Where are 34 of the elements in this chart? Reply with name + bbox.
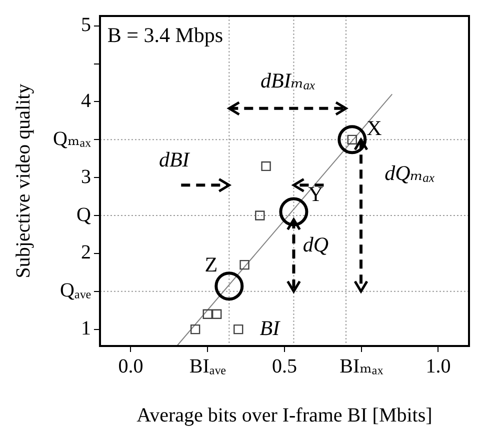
annotation: dBIₘₐₓ [260,68,316,93]
point [261,161,271,172]
point [338,125,367,154]
x-tick-label: 0.0 [118,355,144,378]
x-tick-label: 0.5 [272,355,297,378]
annotation: dBI [158,148,190,172]
point [214,272,244,301]
annotation: BI [260,316,281,340]
x-tick-label: 1.0 [426,355,451,378]
y-tick-label: 5 [80,14,91,36]
x-axis-title: Average bits over I-frame BI [Mbits] [136,404,432,426]
point [202,309,212,319]
annotation: Y [308,182,324,206]
annotation: dQ [302,232,329,256]
point [234,324,244,334]
y-tick-label: Qₘₐₓ [52,128,92,150]
point [240,260,250,270]
annotation: B = 3.4 Mbps [107,22,224,47]
y-tick-label: 4 [80,90,91,112]
y-axis-title: Subjective video quality [12,84,34,278]
annotation: Z [204,252,218,277]
annotation: X [366,116,382,140]
y-tick-label: 1 [80,318,91,340]
y-tick-label: Q [76,204,92,226]
point [255,210,265,220]
point [279,197,308,226]
annotation: dQₘₐₓ [384,160,436,185]
x-tick-label: BIₐᵥₑ [189,355,226,378]
point [190,324,200,334]
point [212,309,222,319]
y-tick-label: 2 [80,242,91,264]
y-tick-label: Qₐᵥₑ [60,280,91,302]
x-tick-label: BIₘₐₓ [340,355,384,378]
y-tick-label: 3 [80,166,91,188]
